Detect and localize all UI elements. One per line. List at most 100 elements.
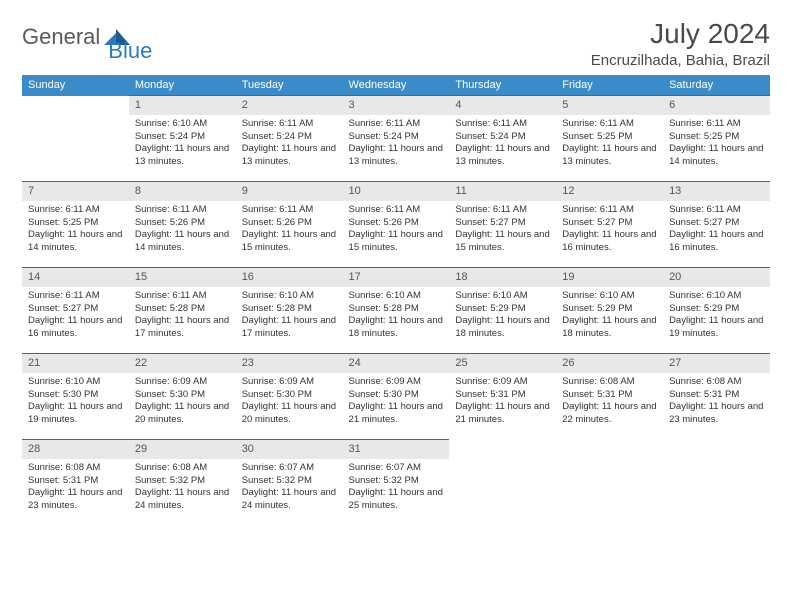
sunset-line: Sunset: 5:31 PM <box>562 389 657 402</box>
header: General Blue July 2024 Encruzilhada, Bah… <box>22 18 770 69</box>
daylight-line: Daylight: 11 hours and 13 minutes. <box>242 143 337 169</box>
day-number: 1 <box>129 96 236 115</box>
sunset-line: Sunset: 5:24 PM <box>135 131 230 144</box>
sunrise-line: Sunrise: 6:08 AM <box>669 376 764 389</box>
day-number: 18 <box>449 268 556 287</box>
sunrise-line: Sunrise: 6:10 AM <box>562 290 657 303</box>
calendar-body: 1 Sunrise: 6:10 AM Sunset: 5:24 PM Daylight… <box>22 96 770 526</box>
day-info: Sunrise: 6:09 AMSunset: 5:30 PMDaylight:… <box>343 373 450 431</box>
daylight-line: Daylight: 11 hours and 18 minutes. <box>562 315 657 341</box>
sunset-line: Sunset: 5:32 PM <box>349 475 444 488</box>
sunrise-line: Sunrise: 6:11 AM <box>242 204 337 217</box>
daylight-line: Daylight: 11 hours and 23 minutes. <box>669 401 764 427</box>
calendar-day-cell: 24Sunrise: 6:09 AMSunset: 5:30 PMDayligh… <box>343 354 450 440</box>
sunrise-line: Sunrise: 6:07 AM <box>349 462 444 475</box>
daylight-line: Daylight: 11 hours and 14 minutes. <box>135 229 230 255</box>
sunrise-line: Sunrise: 6:11 AM <box>669 204 764 217</box>
logo-text-1: General <box>22 24 100 50</box>
daylight-line: Daylight: 11 hours and 19 minutes. <box>669 315 764 341</box>
day-info: Sunrise: 6:09 AMSunset: 5:31 PMDaylight:… <box>449 373 556 431</box>
day-info: Sunrise: 6:10 AMSunset: 5:30 PMDaylight:… <box>22 373 129 431</box>
sunrise-line: Sunrise: 6:09 AM <box>455 376 550 389</box>
sunset-line: Sunset: 5:24 PM <box>349 131 444 144</box>
calendar-table: SundayMondayTuesdayWednesdayThursdayFrid… <box>22 75 770 526</box>
day-number: 11 <box>449 182 556 201</box>
sunset-line: Sunset: 5:31 PM <box>669 389 764 402</box>
day-number: 5 <box>556 96 663 115</box>
day-number: 21 <box>22 354 129 373</box>
day-number: 15 <box>129 268 236 287</box>
calendar-day-cell: 15Sunrise: 6:11 AMSunset: 5:28 PMDayligh… <box>129 268 236 354</box>
daylight-line: Daylight: 11 hours and 22 minutes. <box>562 401 657 427</box>
calendar-day-cell: 22Sunrise: 6:09 AMSunset: 5:30 PMDayligh… <box>129 354 236 440</box>
calendar-day-cell: 30Sunrise: 6:07 AMSunset: 5:32 PMDayligh… <box>236 440 343 526</box>
logo-text-2: Blue <box>108 38 152 64</box>
sunrise-line: Sunrise: 6:11 AM <box>135 204 230 217</box>
sunset-line: Sunset: 5:29 PM <box>562 303 657 316</box>
day-info: Sunrise: 6:10 AMSunset: 5:29 PMDaylight:… <box>663 287 770 345</box>
day-info: Sunrise: 6:11 AMSunset: 5:28 PMDaylight:… <box>129 287 236 345</box>
sunrise-line: Sunrise: 6:11 AM <box>455 204 550 217</box>
sunset-line: Sunset: 5:32 PM <box>242 475 337 488</box>
calendar-day-cell: 25Sunrise: 6:09 AMSunset: 5:31 PMDayligh… <box>449 354 556 440</box>
daylight-line: Daylight: 11 hours and 14 minutes. <box>669 143 764 169</box>
weekday-header: Tuesday <box>236 75 343 96</box>
day-info: Sunrise: 6:10 AMSunset: 5:28 PMDaylight:… <box>236 287 343 345</box>
weekday-header: Thursday <box>449 75 556 96</box>
calendar-day-cell: 19Sunrise: 6:10 AMSunset: 5:29 PMDayligh… <box>556 268 663 354</box>
daylight-line: Daylight: 11 hours and 17 minutes. <box>242 315 337 341</box>
sunrise-line: Sunrise: 6:10 AM <box>669 290 764 303</box>
calendar-day-cell <box>663 440 770 526</box>
day-info: Sunrise: 6:11 AMSunset: 5:26 PMDaylight:… <box>236 201 343 259</box>
day-number: 6 <box>663 96 770 115</box>
calendar-day-cell <box>449 440 556 526</box>
day-number: 23 <box>236 354 343 373</box>
daylight-line: Daylight: 11 hours and 21 minutes. <box>455 401 550 427</box>
daylight-line: Daylight: 11 hours and 16 minutes. <box>669 229 764 255</box>
sunrise-line: Sunrise: 6:10 AM <box>349 290 444 303</box>
day-number: 30 <box>236 440 343 459</box>
day-info: Sunrise: 6:11 AMSunset: 5:25 PMDaylight:… <box>663 115 770 173</box>
calendar-day-cell: 27Sunrise: 6:08 AMSunset: 5:31 PMDayligh… <box>663 354 770 440</box>
sunset-line: Sunset: 5:25 PM <box>669 131 764 144</box>
calendar-day-cell: 13Sunrise: 6:11 AMSunset: 5:27 PMDayligh… <box>663 182 770 268</box>
day-number: 7 <box>22 182 129 201</box>
calendar-day-cell: 20Sunrise: 6:10 AMSunset: 5:29 PMDayligh… <box>663 268 770 354</box>
day-number: 2 <box>236 96 343 115</box>
daylight-line: Daylight: 11 hours and 24 minutes. <box>242 487 337 513</box>
daylight-line: Daylight: 11 hours and 19 minutes. <box>28 401 123 427</box>
weekday-header: Friday <box>556 75 663 96</box>
day-info: Sunrise: 6:08 AMSunset: 5:31 PMDaylight:… <box>663 373 770 431</box>
weekday-header: Wednesday <box>343 75 450 96</box>
calendar-week-row: 28Sunrise: 6:08 AMSunset: 5:31 PMDayligh… <box>22 440 770 526</box>
sunrise-line: Sunrise: 6:11 AM <box>562 118 657 131</box>
weekday-header: Saturday <box>663 75 770 96</box>
sunrise-line: Sunrise: 6:10 AM <box>28 376 123 389</box>
weekday-header-row: SundayMondayTuesdayWednesdayThursdayFrid… <box>22 75 770 96</box>
day-info: Sunrise: 6:07 AMSunset: 5:32 PMDaylight:… <box>236 459 343 517</box>
sunrise-line: Sunrise: 6:11 AM <box>349 118 444 131</box>
calendar-day-cell: 8Sunrise: 6:11 AMSunset: 5:26 PMDaylight… <box>129 182 236 268</box>
day-info: Sunrise: 6:08 AMSunset: 5:31 PMDaylight:… <box>556 373 663 431</box>
sunrise-line: Sunrise: 6:11 AM <box>562 204 657 217</box>
logo: General Blue <box>22 24 182 50</box>
day-info: Sunrise: 6:09 AMSunset: 5:30 PMDaylight:… <box>236 373 343 431</box>
day-info: Sunrise: 6:11 AMSunset: 5:24 PMDaylight:… <box>449 115 556 173</box>
daylight-line: Daylight: 11 hours and 14 minutes. <box>28 229 123 255</box>
day-info: Sunrise: 6:11 AMSunset: 5:26 PMDaylight:… <box>129 201 236 259</box>
day-info: Sunrise: 6:10 AMSunset: 5:28 PMDaylight:… <box>343 287 450 345</box>
sunrise-line: Sunrise: 6:09 AM <box>349 376 444 389</box>
sunset-line: Sunset: 5:27 PM <box>455 217 550 230</box>
day-info: Sunrise: 6:11 AMSunset: 5:27 PMDaylight:… <box>22 287 129 345</box>
day-number: 4 <box>449 96 556 115</box>
calendar-week-row: 21Sunrise: 6:10 AMSunset: 5:30 PMDayligh… <box>22 354 770 440</box>
calendar-day-cell: 11Sunrise: 6:11 AMSunset: 5:27 PMDayligh… <box>449 182 556 268</box>
sunset-line: Sunset: 5:29 PM <box>669 303 764 316</box>
sunset-line: Sunset: 5:29 PM <box>455 303 550 316</box>
sunset-line: Sunset: 5:28 PM <box>135 303 230 316</box>
sunrise-line: Sunrise: 6:11 AM <box>242 118 337 131</box>
daylight-line: Daylight: 11 hours and 15 minutes. <box>349 229 444 255</box>
day-info: Sunrise: 6:11 AMSunset: 5:24 PMDaylight:… <box>343 115 450 173</box>
sunrise-line: Sunrise: 6:09 AM <box>135 376 230 389</box>
day-info: Sunrise: 6:07 AMSunset: 5:32 PMDaylight:… <box>343 459 450 517</box>
